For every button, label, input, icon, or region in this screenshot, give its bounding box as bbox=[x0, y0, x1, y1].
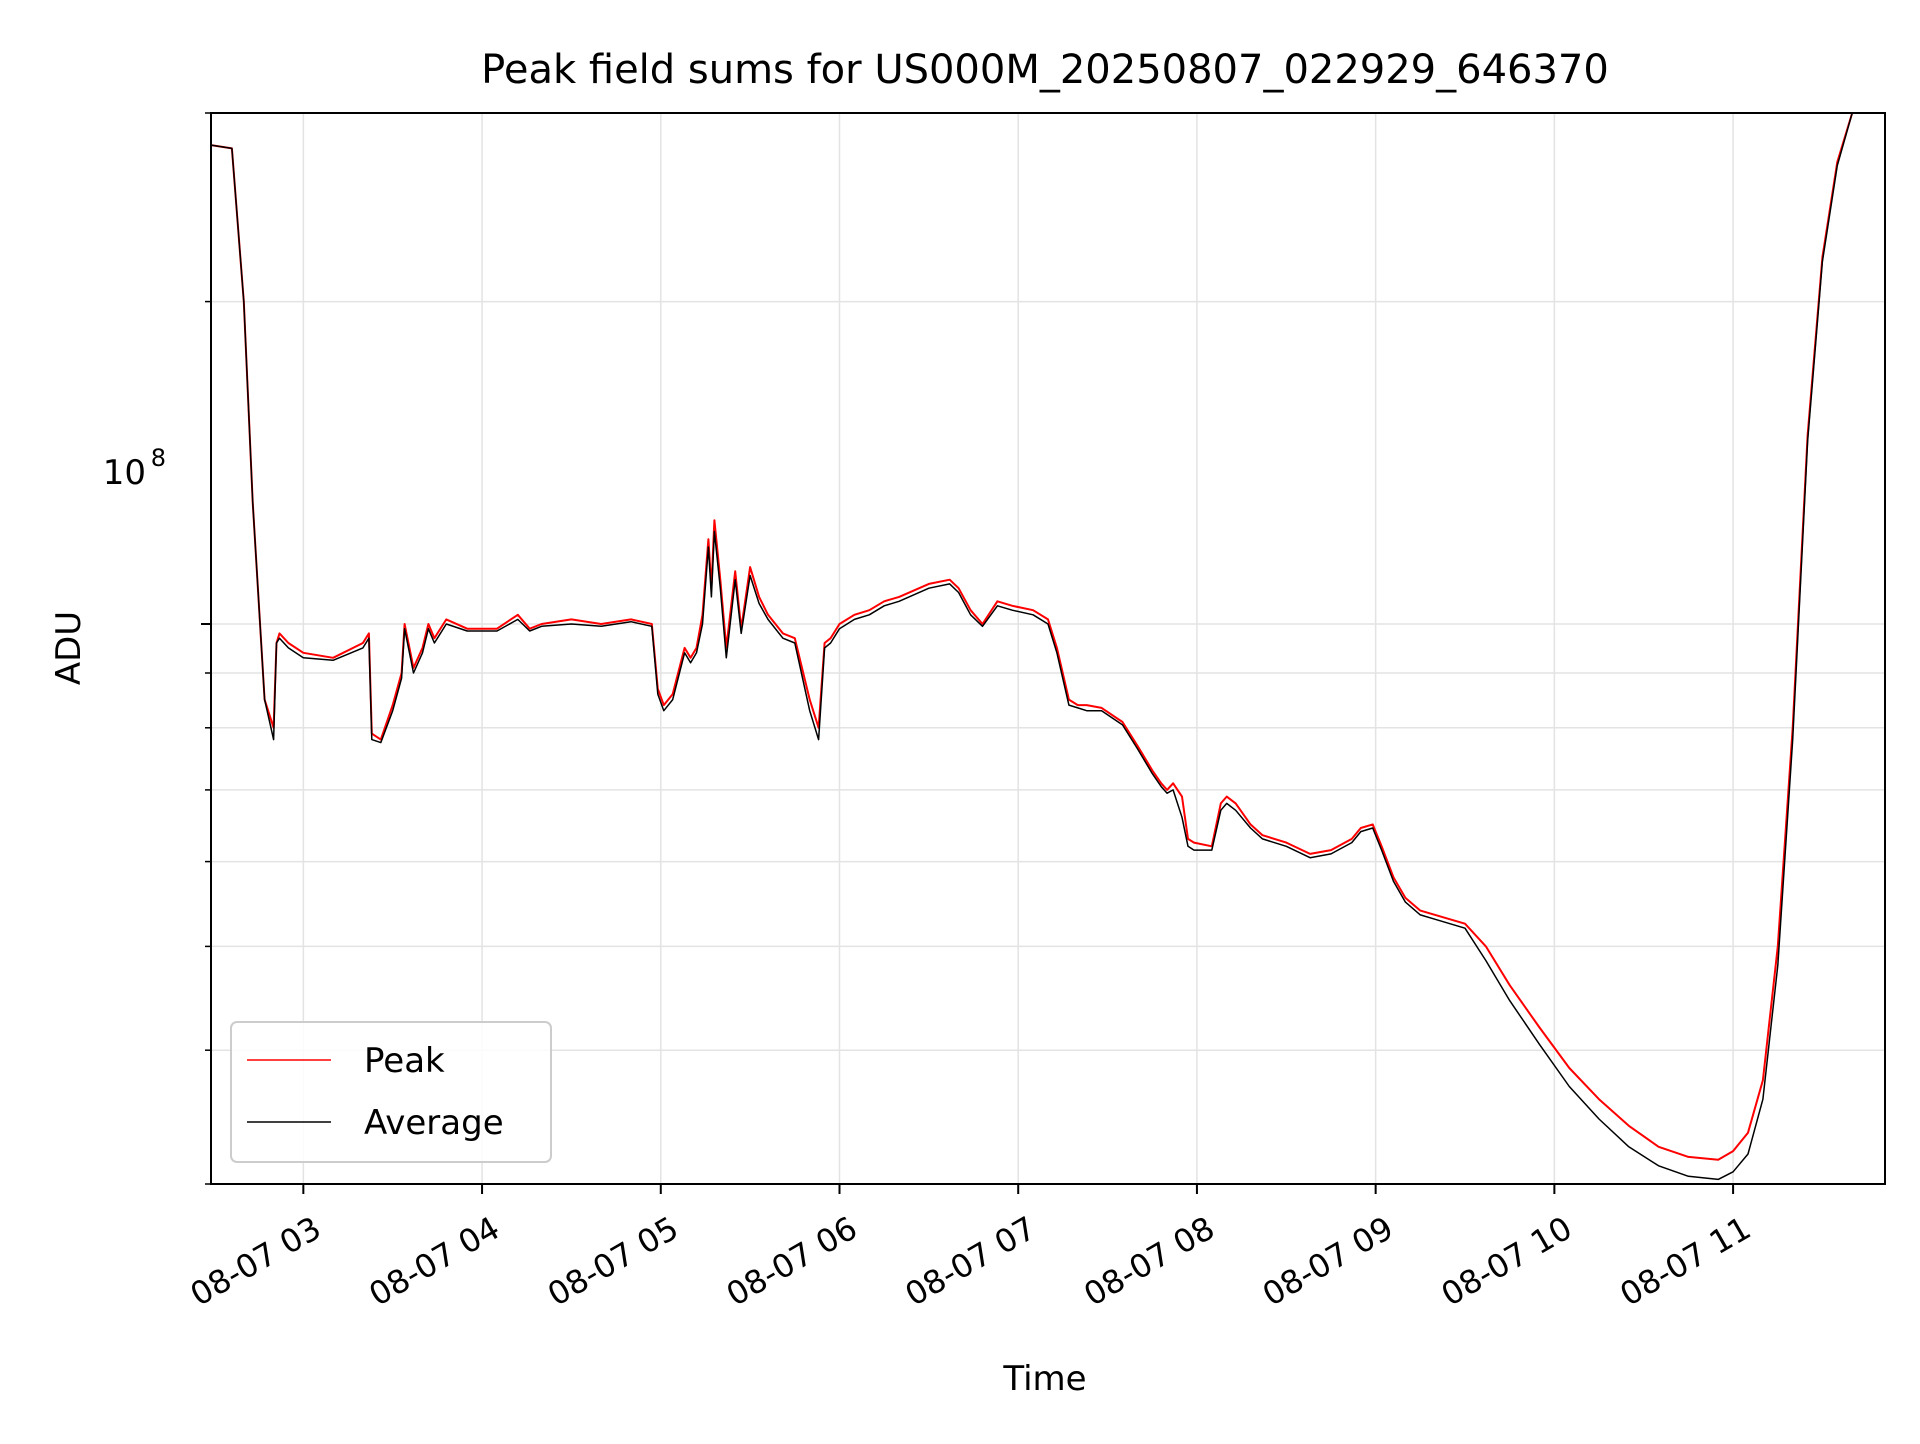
plot-series bbox=[211, 113, 1885, 1181]
y-tick-label-base: 10 bbox=[103, 453, 146, 493]
plot-frame bbox=[210, 112, 1886, 1185]
series-line-average bbox=[211, 113, 1885, 1181]
legend-label-average: Average bbox=[364, 1103, 504, 1143]
chart-title: Peak field sums for US000M_20250807_0229… bbox=[481, 47, 1609, 93]
legend: Peak Average bbox=[230, 1021, 552, 1163]
legend-box bbox=[230, 1021, 552, 1163]
series-line-peak bbox=[211, 113, 1885, 1161]
legend-label-peak: Peak bbox=[364, 1041, 445, 1081]
x-axis-label: Time bbox=[1002, 1359, 1086, 1399]
y-tick-label-exponent: 8 bbox=[151, 444, 166, 472]
y-tick-label-1e8: 10 8 bbox=[103, 444, 166, 493]
y-axis-label: ADU bbox=[49, 611, 89, 685]
